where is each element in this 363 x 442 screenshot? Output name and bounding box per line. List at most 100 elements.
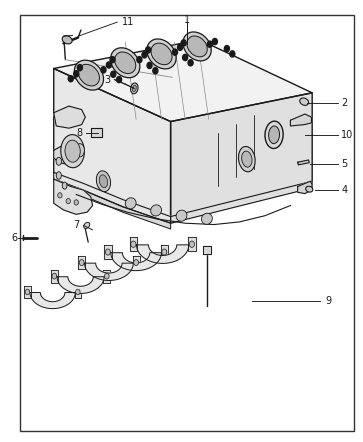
Circle shape [58, 193, 62, 198]
Polygon shape [290, 114, 311, 126]
Circle shape [172, 49, 178, 55]
Circle shape [68, 76, 73, 82]
Ellipse shape [131, 83, 138, 94]
Ellipse shape [265, 121, 283, 149]
Polygon shape [54, 69, 171, 223]
Circle shape [52, 273, 57, 279]
Circle shape [142, 52, 147, 58]
Circle shape [153, 68, 158, 74]
Text: 2: 2 [341, 98, 347, 107]
Circle shape [106, 62, 111, 68]
Text: 7: 7 [74, 221, 80, 230]
Circle shape [188, 60, 193, 66]
Polygon shape [54, 106, 85, 128]
Circle shape [79, 259, 84, 266]
Ellipse shape [62, 182, 67, 189]
Circle shape [147, 62, 152, 69]
Ellipse shape [187, 36, 207, 57]
Ellipse shape [176, 210, 187, 221]
Circle shape [224, 46, 229, 52]
Ellipse shape [306, 186, 313, 192]
Circle shape [110, 57, 115, 63]
Text: 11: 11 [122, 17, 134, 27]
Ellipse shape [56, 171, 61, 179]
Polygon shape [103, 270, 110, 283]
Polygon shape [85, 263, 133, 281]
Text: 8: 8 [76, 128, 82, 137]
Ellipse shape [132, 85, 136, 91]
Circle shape [76, 289, 80, 295]
Ellipse shape [183, 32, 211, 61]
Polygon shape [24, 286, 31, 298]
Circle shape [134, 259, 139, 266]
Ellipse shape [300, 98, 309, 105]
Ellipse shape [62, 36, 72, 44]
Circle shape [111, 71, 116, 77]
Ellipse shape [99, 175, 108, 188]
Polygon shape [57, 277, 104, 293]
Ellipse shape [96, 171, 111, 191]
Circle shape [181, 40, 186, 46]
Circle shape [189, 241, 195, 248]
Text: 4: 4 [341, 185, 347, 195]
Ellipse shape [115, 52, 136, 73]
Polygon shape [161, 245, 168, 259]
Polygon shape [171, 181, 312, 223]
Polygon shape [171, 93, 312, 223]
Circle shape [117, 76, 122, 83]
Ellipse shape [151, 43, 172, 65]
Polygon shape [298, 160, 309, 165]
Circle shape [101, 67, 106, 73]
Circle shape [146, 47, 151, 53]
Polygon shape [298, 181, 312, 194]
Polygon shape [132, 256, 140, 269]
Polygon shape [74, 286, 81, 298]
Text: 6: 6 [11, 233, 17, 243]
Ellipse shape [151, 205, 162, 216]
Polygon shape [54, 179, 93, 214]
Circle shape [74, 200, 78, 205]
Ellipse shape [242, 151, 252, 167]
Ellipse shape [111, 48, 140, 78]
Text: 3: 3 [105, 75, 111, 84]
Circle shape [105, 273, 109, 279]
Text: 10: 10 [341, 130, 354, 140]
Circle shape [66, 198, 70, 204]
Polygon shape [54, 179, 171, 229]
Polygon shape [30, 293, 75, 309]
Polygon shape [104, 245, 111, 259]
Polygon shape [111, 253, 162, 271]
Circle shape [74, 71, 79, 77]
Ellipse shape [56, 157, 62, 165]
Circle shape [77, 65, 82, 71]
Circle shape [25, 289, 30, 295]
Ellipse shape [76, 144, 84, 157]
Polygon shape [54, 172, 171, 223]
Text: 9: 9 [325, 297, 331, 306]
Ellipse shape [78, 65, 99, 86]
Circle shape [212, 38, 217, 45]
Ellipse shape [269, 126, 280, 144]
Circle shape [207, 41, 212, 47]
Polygon shape [51, 270, 58, 283]
Ellipse shape [238, 146, 255, 172]
Circle shape [230, 51, 235, 57]
Circle shape [137, 57, 142, 63]
Circle shape [105, 249, 110, 255]
Text: 5: 5 [341, 160, 347, 169]
Circle shape [131, 241, 136, 248]
Polygon shape [188, 237, 196, 251]
Ellipse shape [125, 198, 136, 209]
Ellipse shape [74, 60, 103, 90]
Polygon shape [54, 145, 82, 164]
Ellipse shape [84, 222, 90, 229]
Polygon shape [54, 40, 312, 122]
Polygon shape [130, 237, 137, 251]
Circle shape [183, 54, 188, 61]
Ellipse shape [61, 135, 85, 168]
Polygon shape [91, 128, 102, 137]
Circle shape [178, 44, 183, 50]
Polygon shape [78, 256, 85, 269]
Text: 1: 1 [184, 15, 190, 25]
Ellipse shape [201, 213, 212, 225]
